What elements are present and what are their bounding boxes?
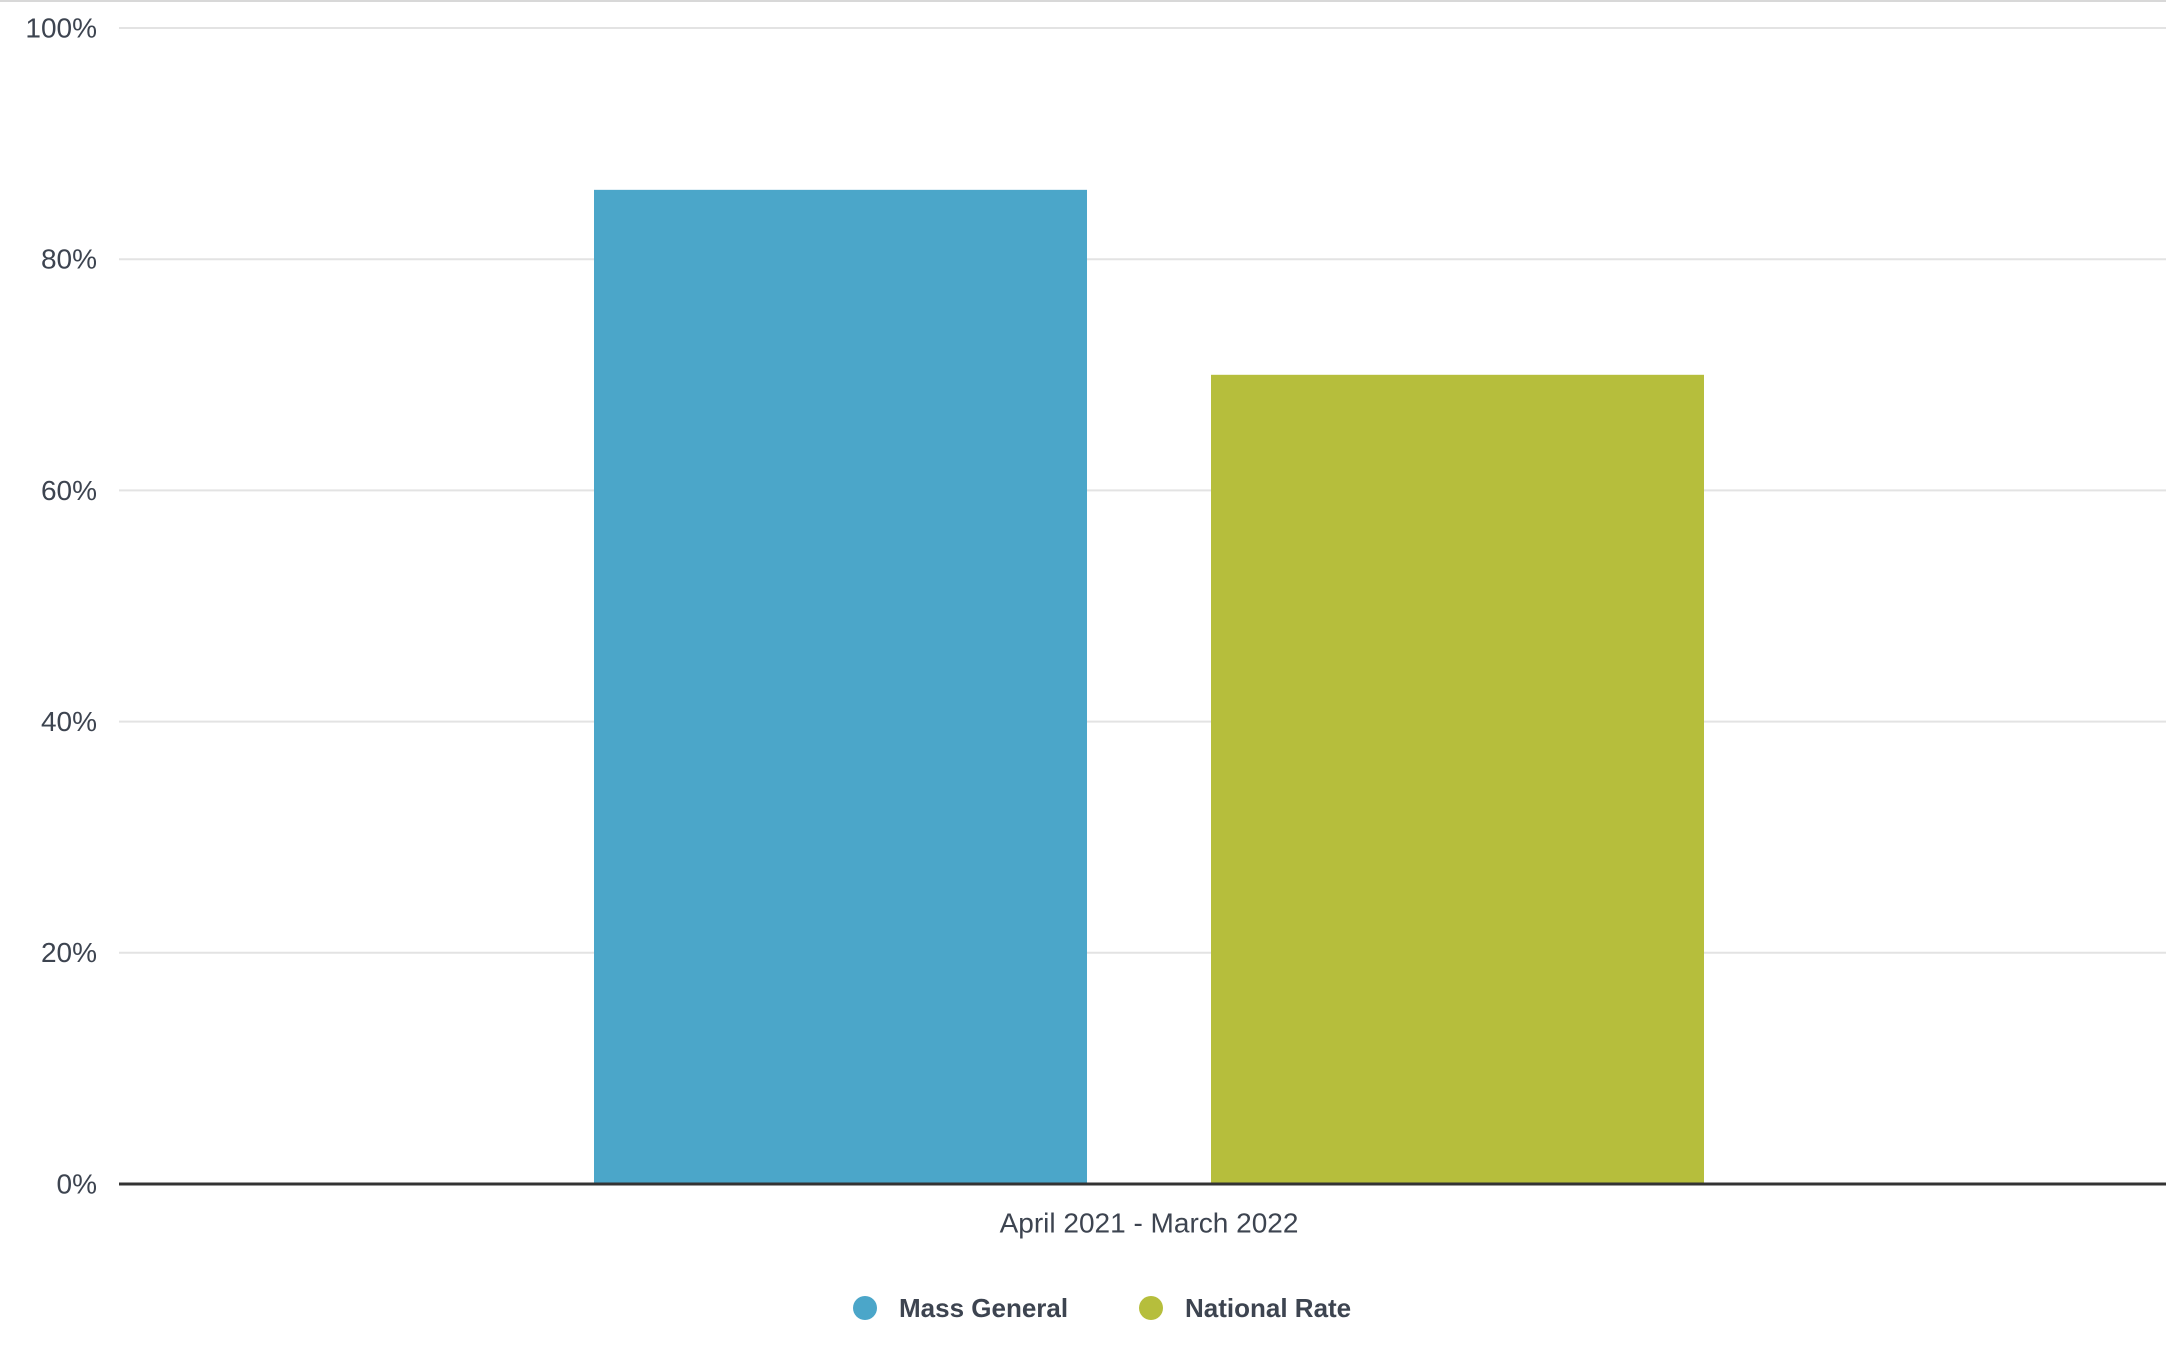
y-tick-label: 20% [41,937,97,968]
y-tick-label: 40% [41,706,97,737]
legend-marker [853,1296,877,1320]
legend-label: National Rate [1185,1293,1351,1323]
bar [594,189,1087,1185]
y-tick-label: 60% [41,475,97,506]
bar [1211,374,1704,1184]
x-tick-label: April 2021 - March 2022 [1000,1207,1299,1238]
legend-label: Mass General [899,1293,1068,1323]
y-tick-label: 0% [57,1168,97,1199]
legend-marker [1139,1296,1163,1320]
y-tick-label: 80% [41,244,97,275]
y-tick-label: 100% [25,12,97,43]
